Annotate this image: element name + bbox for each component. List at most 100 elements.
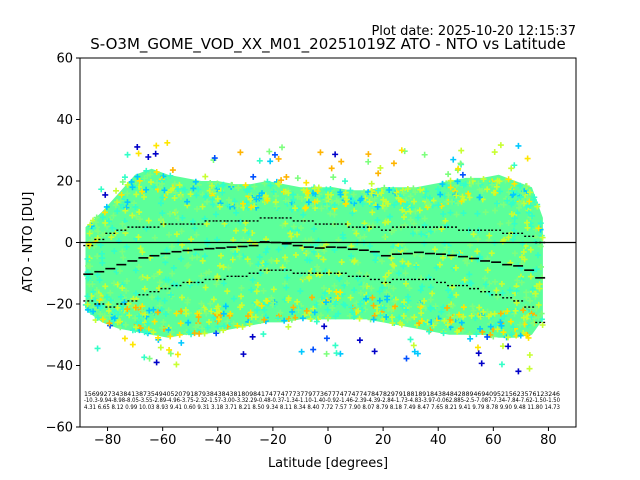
data-point: [173, 231, 180, 238]
data-point: [499, 343, 506, 350]
data-point: [84, 293, 91, 300]
data-point: [94, 345, 101, 352]
data-point: [283, 284, 290, 291]
data-point: [359, 200, 366, 207]
data-point: [416, 300, 423, 307]
data-point: [424, 200, 431, 207]
x-axis-label: Latitude [degrees]: [268, 456, 388, 471]
data-point: [391, 201, 398, 208]
data-point: [321, 290, 328, 297]
data-point: [270, 286, 277, 293]
data-point: [208, 182, 215, 189]
data-point: [382, 219, 389, 226]
data-point: [397, 198, 404, 205]
data-point: [342, 302, 349, 309]
x-tick-label: 60: [485, 433, 502, 448]
data-point: [214, 309, 221, 316]
data-point: [524, 219, 531, 226]
data-point: [114, 199, 121, 206]
data-point: [233, 209, 240, 216]
data-point: [401, 222, 408, 229]
data-point: [331, 201, 338, 208]
data-point: [388, 307, 395, 314]
data-point: [527, 305, 534, 312]
data-point: [300, 211, 307, 218]
data-point: [303, 179, 310, 186]
data-point: [311, 268, 318, 275]
data-point: [282, 254, 289, 261]
data-point: [484, 186, 491, 193]
data-point: [203, 270, 210, 277]
data-point: [309, 202, 316, 209]
data-point: [388, 229, 395, 236]
data-point: [357, 234, 364, 241]
data-point: [107, 289, 114, 296]
data-point: [493, 200, 500, 207]
data-point: [120, 254, 127, 261]
data-point: [315, 253, 322, 260]
data-point: [170, 264, 177, 271]
data-point: [498, 280, 505, 287]
data-point: [246, 185, 253, 192]
data-point: [489, 181, 496, 188]
data-point: [306, 257, 313, 264]
data-point: [497, 220, 504, 227]
data-point: [261, 180, 268, 187]
data-point: [145, 153, 152, 160]
data-point: [305, 199, 312, 206]
data-point: [531, 194, 538, 201]
data-point: [476, 304, 483, 311]
data-point: [220, 310, 227, 317]
data-point: [444, 321, 451, 328]
data-point: [351, 287, 358, 294]
data-point: [187, 191, 194, 198]
data-point: [185, 329, 192, 336]
data-point: [375, 170, 382, 177]
data-point: [395, 270, 402, 277]
data-point: [457, 160, 464, 167]
data-point: [94, 235, 101, 242]
data-point: [114, 319, 121, 326]
data-point: [381, 184, 388, 191]
data-point: [282, 197, 289, 204]
data-point: [434, 186, 441, 193]
data-point: [332, 151, 339, 158]
data-point: [198, 272, 205, 279]
data-point: [338, 158, 345, 165]
data-point: [315, 184, 322, 191]
data-point: [161, 187, 168, 194]
data-point: [488, 180, 495, 187]
data-point: [412, 189, 419, 196]
data-point: [398, 147, 405, 154]
data-point: [231, 198, 238, 205]
data-point: [227, 310, 234, 317]
data-point: [220, 264, 227, 271]
data-point: [350, 197, 357, 204]
data-point: [437, 191, 444, 198]
data-point: [527, 297, 534, 304]
data-point: [173, 208, 180, 215]
data-point: [371, 249, 378, 256]
data-point: [445, 191, 452, 198]
data-point: [513, 299, 520, 306]
data-point: [275, 246, 282, 253]
data-point: [438, 308, 445, 315]
data-point: [277, 309, 284, 316]
data-point: [135, 234, 142, 241]
data-point: [129, 341, 136, 348]
data-point: [132, 267, 139, 274]
data-point: [109, 224, 116, 231]
data-point: [527, 246, 534, 253]
data-point: [124, 306, 131, 313]
data-point: [342, 189, 349, 196]
data-point: [195, 314, 202, 321]
data-point: [421, 151, 428, 158]
data-point: [518, 279, 525, 286]
data-point: [126, 312, 133, 319]
data-point: [506, 189, 513, 196]
data-point: [427, 305, 434, 312]
data-point: [279, 264, 286, 271]
data-point: [260, 331, 267, 338]
data-point: [383, 314, 390, 321]
data-point: [451, 314, 458, 321]
